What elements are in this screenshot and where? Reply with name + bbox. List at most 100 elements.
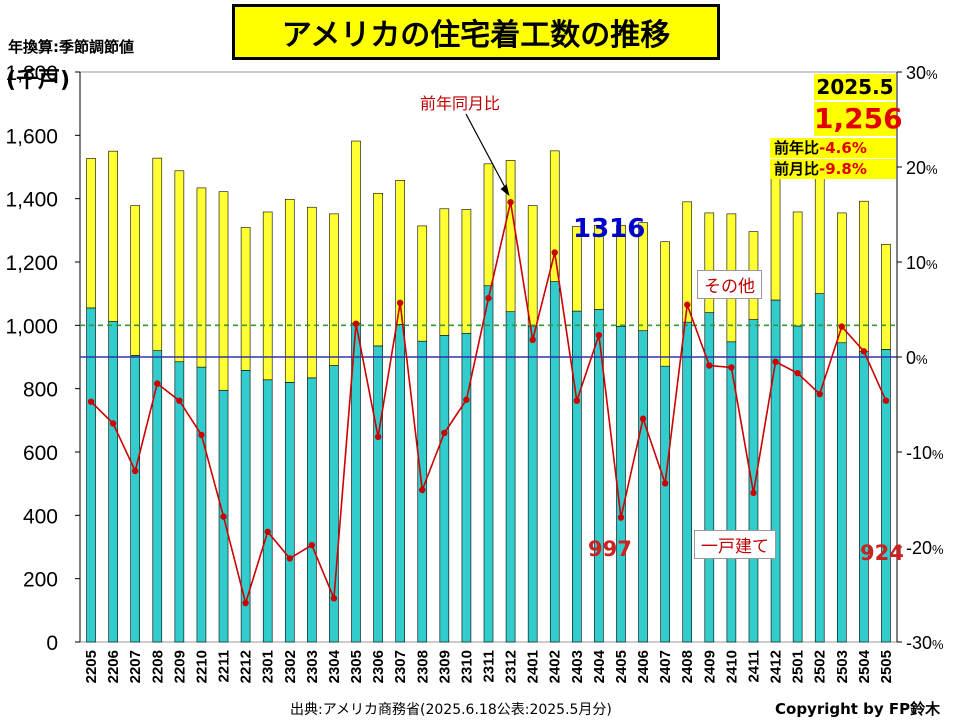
bar-other	[329, 213, 339, 366]
yoy-point	[264, 528, 271, 535]
yoy-point	[87, 398, 95, 405]
latest-yoy: 前年比-4.6%	[770, 138, 896, 158]
yoy-point	[772, 358, 779, 365]
yoy-label: 前年比	[774, 139, 820, 157]
bar-other	[859, 200, 869, 352]
x-tick-label: 2209	[171, 650, 188, 683]
x-tick-label: 2504	[856, 649, 873, 683]
x-tick-label: 2307	[392, 650, 409, 683]
chart-subtitle: 年換算:季節調節値	[8, 38, 134, 56]
bar-other	[461, 209, 472, 334]
bar-single-family	[549, 281, 560, 643]
yoy-point	[132, 467, 139, 475]
mom-value: -9.8%	[819, 160, 867, 178]
bar-other	[682, 201, 693, 323]
yoy-point	[419, 486, 426, 494]
yoy-point	[286, 555, 293, 562]
y-left-tick-label: 1,400	[5, 189, 58, 212]
x-tick-label: 2308	[414, 650, 431, 683]
yoy-value: -4.6%	[819, 139, 867, 157]
yoy-point	[551, 249, 558, 256]
x-tick-label: 2503	[834, 650, 851, 683]
bar-other	[351, 140, 361, 324]
yoy-point	[750, 489, 757, 497]
single-latest-label: 924	[860, 541, 904, 565]
bar-other	[770, 162, 781, 301]
bar-single-family	[108, 321, 118, 643]
other-series-label: その他	[697, 270, 762, 299]
bar-single-family	[572, 310, 582, 643]
x-tick-label: 2304	[326, 649, 343, 683]
x-tick-label: 2412	[768, 650, 785, 683]
single-series-label: 一戸建て	[694, 530, 776, 559]
bar-other	[814, 170, 825, 294]
x-tick-label: 2305	[348, 650, 365, 683]
yoy-point	[507, 198, 514, 206]
x-tick-label: 2411	[745, 650, 762, 683]
bar-other	[395, 180, 405, 325]
yoy-point	[639, 415, 647, 422]
x-tick-label: 2406	[635, 650, 652, 683]
x-tick-label: 2301	[260, 650, 277, 683]
bar-other	[594, 224, 604, 310]
x-tick-label: 2402	[547, 650, 564, 683]
bar-single-family	[859, 351, 869, 643]
latest-period: 2025.5	[814, 74, 896, 100]
yoy-point	[794, 369, 801, 377]
bar-single-family	[130, 355, 141, 643]
bar-single-family	[505, 311, 516, 643]
bar-other	[616, 224, 626, 327]
bar-single-family	[748, 319, 759, 643]
yoy-point	[109, 420, 117, 427]
yoy-point	[617, 514, 625, 521]
yoy-point	[441, 429, 448, 437]
y-left-tick-label: 0	[46, 632, 58, 655]
x-tick-label: 2404	[591, 649, 608, 683]
y-left-tick-label: 1,800	[5, 62, 58, 85]
y-right-tick-label: 30%	[906, 63, 938, 83]
bar-other	[262, 211, 273, 381]
bar-single-family	[814, 293, 825, 643]
bar-other	[881, 243, 891, 350]
bar-other	[174, 170, 185, 363]
yoy-point	[529, 336, 536, 344]
bar-other	[373, 192, 383, 347]
bar-other	[836, 212, 847, 344]
yoy-point	[352, 320, 360, 327]
yoy-point	[330, 595, 338, 602]
copyright: Copyright by FP鈴木	[775, 700, 941, 718]
yoy-point	[154, 380, 161, 387]
yoy-point	[661, 480, 669, 487]
x-tick-label: 2205	[83, 650, 100, 683]
bar-other	[284, 199, 295, 383]
bar-single-family	[307, 377, 317, 643]
bar-single-family	[395, 324, 405, 643]
yoy-point	[573, 397, 581, 404]
bar-other	[527, 205, 538, 327]
yoy-point	[728, 364, 735, 371]
bar-single-family	[770, 299, 781, 643]
x-tick-label: 2405	[613, 650, 630, 683]
x-tick-label: 2408	[679, 650, 696, 683]
latest-mom: 前月比-9.8%	[770, 159, 896, 179]
bar-single-family	[86, 307, 96, 643]
bar-single-family	[284, 382, 295, 643]
mom-label: 前月比	[774, 160, 820, 178]
x-tick-label: 2212	[238, 650, 255, 683]
y-left-tick-label: 1,600	[5, 125, 58, 148]
yoy-point	[463, 396, 470, 403]
x-tick-label: 2310	[458, 650, 475, 683]
bar-single-family	[439, 335, 450, 643]
y-left-tick-label: 400	[23, 505, 58, 528]
y-left-tick-label: 800	[23, 379, 58, 402]
yoy-point	[860, 348, 868, 355]
y-right-tick-label: -30%	[906, 633, 944, 653]
bar-other	[483, 163, 494, 287]
x-tick-label: 2401	[525, 650, 542, 683]
bar-other	[549, 150, 560, 282]
x-tick-label: 2505	[878, 650, 895, 683]
bar-other	[86, 158, 96, 309]
x-tick-label: 2410	[723, 650, 740, 683]
yoy-point	[308, 541, 316, 549]
y-right-tick-label: 20%	[906, 158, 938, 178]
